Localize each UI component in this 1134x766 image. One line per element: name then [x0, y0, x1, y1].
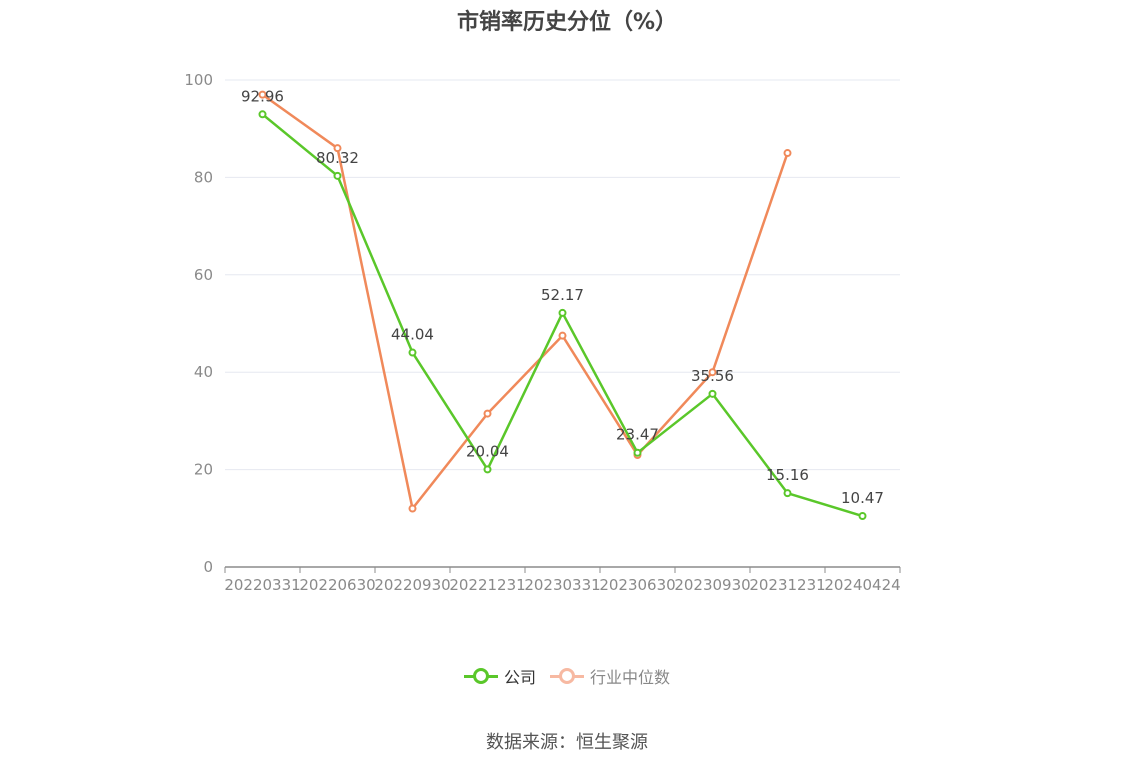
legend: 公司 行业中位数	[0, 664, 1134, 688]
legend-company-label: 公司	[503, 668, 536, 687]
x-tick-label: 20221231	[449, 576, 525, 594]
data-point-company	[858, 512, 867, 521]
data-point-industry	[783, 149, 792, 158]
series-layer	[258, 90, 867, 521]
y-tick-label: 40	[194, 363, 213, 381]
data-label-layer: 92.96 80.32 44.04 20.04 52.17 23.47 35.56 15.16…	[241, 87, 884, 507]
x-tick-label: 20220630	[299, 576, 375, 594]
legend-company-marker	[463, 666, 498, 686]
data-point-company	[708, 389, 717, 398]
data-point-industry	[333, 144, 342, 153]
data-label: 44.04	[391, 326, 434, 344]
x-tick-label: 20240424	[824, 576, 900, 594]
data-label: 92.96	[241, 87, 284, 105]
data-label: 52.17	[541, 286, 584, 304]
data-point-industry	[408, 504, 417, 513]
y-tick-label: 20	[194, 461, 213, 479]
grid-layer	[225, 79, 900, 471]
data-point-company	[633, 448, 642, 457]
x-tick-label: 20230331	[524, 576, 600, 594]
data-point-company	[258, 110, 267, 119]
x-tick-label: 20220930	[374, 576, 450, 594]
x-tick-label: 20230630	[599, 576, 675, 594]
data-point-industry	[558, 331, 567, 340]
data-label: 23.47	[616, 426, 659, 444]
axis-layer: 0 20 40 60 80 100 2022033120220630202209302022…	[184, 71, 900, 594]
legend-item-industry[interactable]: 行业中位数	[550, 664, 670, 688]
data-point-company	[408, 348, 417, 357]
legend-industry-label: 行业中位数	[590, 668, 671, 687]
chart-title: 市销率历史分位（%）	[456, 10, 678, 35]
y-tick-label: 80	[194, 168, 213, 186]
data-label: 35.56	[691, 367, 734, 385]
data-point-industry	[708, 368, 717, 377]
data-point-industry	[258, 90, 267, 99]
data-label: 20.04	[466, 442, 509, 460]
data-label: 80.32	[316, 149, 359, 167]
x-tick-label: 20220331	[224, 576, 300, 594]
data-label: 15.16	[766, 466, 809, 484]
y-tick-label: 100	[184, 71, 213, 89]
x-tick-label: 20230930	[674, 576, 750, 594]
data-point-company	[333, 171, 342, 180]
legend-industry-marker	[550, 666, 584, 686]
line-chart: 0 20 40 60 80 100 2022033120220630202209302022…	[184, 71, 900, 594]
data-point-company	[783, 489, 792, 498]
data-point-company	[483, 465, 492, 474]
y-tick-label: 0	[203, 558, 213, 576]
data-point-industry	[483, 409, 492, 418]
data-point-company	[558, 308, 567, 317]
data-label: 10.47	[841, 489, 884, 507]
data-source: 数据来源：恒生聚源	[486, 732, 648, 753]
x-tick-label: 20231231	[749, 576, 825, 594]
y-tick-label: 60	[194, 266, 213, 284]
legend-item-company[interactable]: 公司	[463, 664, 536, 688]
